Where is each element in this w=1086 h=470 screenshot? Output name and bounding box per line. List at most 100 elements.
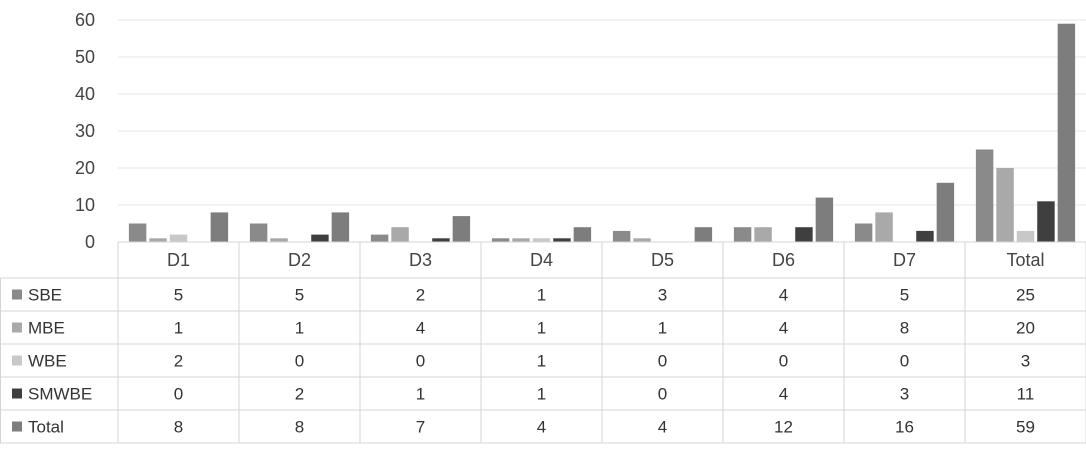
category-label: D6 <box>772 250 795 270</box>
y-tick-label: 0 <box>85 232 95 252</box>
table-cell: 4 <box>416 319 425 338</box>
table-cell: 1 <box>658 319 667 338</box>
bar-sbe-d2 <box>249 223 268 242</box>
bar-smwbe-d7 <box>916 230 934 242</box>
category-label: D4 <box>530 250 553 270</box>
table-cell: 3 <box>658 286 667 305</box>
bar-total-d4 <box>573 227 592 242</box>
bar-smwbe-d6 <box>795 227 813 242</box>
bar-smwbe-d2 <box>311 234 329 242</box>
table-cell: 1 <box>537 286 546 305</box>
bar-mbe-d1 <box>149 238 167 242</box>
legend-key-total <box>12 421 22 432</box>
legend-label: SMWBE <box>28 385 92 404</box>
table-cell: 3 <box>900 385 909 404</box>
bar-mbe-d2 <box>270 238 288 242</box>
table-cell: 0 <box>295 352 304 371</box>
bar-mbe-d7 <box>875 212 893 242</box>
bar-mbe-total <box>996 168 1014 242</box>
y-tick-label: 40 <box>75 84 95 104</box>
bar-total-d1 <box>210 212 229 242</box>
table-cell: 20 <box>1016 319 1035 338</box>
gridlines <box>118 19 1086 206</box>
table-cell: 0 <box>416 352 425 371</box>
table-cell: 1 <box>537 319 546 338</box>
bar-sbe-d7 <box>854 223 873 242</box>
table-cell: 12 <box>774 418 793 437</box>
bar-sbe-d6 <box>733 227 752 242</box>
y-tick-label: 10 <box>75 195 95 215</box>
bar-total-total <box>1057 23 1076 243</box>
category-label: D7 <box>893 250 916 270</box>
y-tick-label: 60 <box>75 10 95 30</box>
legend-label: Total <box>28 418 64 437</box>
bar-smwbe-total <box>1037 201 1055 242</box>
bar-mbe-d6 <box>754 227 772 242</box>
table-cell: 16 <box>895 418 914 437</box>
y-tick-label: 50 <box>75 47 95 67</box>
table-cell: 1 <box>295 319 304 338</box>
table-cell: 0 <box>900 352 909 371</box>
table-cell: 2 <box>295 385 304 404</box>
bar-total-d5 <box>694 227 713 242</box>
table-cell: 1 <box>174 319 183 338</box>
category-label: D1 <box>167 250 190 270</box>
table-cell: 8 <box>900 319 909 338</box>
bar-mbe-d4 <box>512 238 530 242</box>
table-cell: 59 <box>1016 418 1035 437</box>
table-cell: 4 <box>537 418 546 437</box>
table-cell: 7 <box>416 418 425 437</box>
table-cell: 1 <box>537 385 546 404</box>
table-cell: 25 <box>1016 286 1035 305</box>
legend-key-wbe <box>12 355 22 366</box>
table-cell: 3 <box>1021 352 1030 371</box>
table-cell: 5 <box>900 286 909 305</box>
legend-label: MBE <box>28 319 65 338</box>
table-cell: 1 <box>537 352 546 371</box>
table-cell: 2 <box>174 352 183 371</box>
table-cell: 8 <box>295 418 304 437</box>
bar-wbe-d4 <box>532 238 551 242</box>
bar-wbe-total <box>1016 230 1035 242</box>
bar-total-d2 <box>331 212 350 242</box>
legend-key-sbe <box>12 289 22 300</box>
bar-smwbe-d3 <box>432 238 450 242</box>
table-cell: 0 <box>779 352 788 371</box>
bar-sbe-d5 <box>612 230 631 242</box>
table-cell: 4 <box>779 286 788 305</box>
bars <box>128 23 1076 243</box>
table-cell: 5 <box>295 286 304 305</box>
table-cell: 2 <box>416 286 425 305</box>
bar-total-d6 <box>815 197 834 242</box>
category-label: Total <box>1006 250 1044 270</box>
table-cell: 4 <box>779 319 788 338</box>
bar-sbe-total <box>975 149 994 242</box>
table-cell: 1 <box>416 385 425 404</box>
table-cell: 0 <box>174 385 183 404</box>
bar-mbe-d5 <box>633 238 651 242</box>
bar-total-d3 <box>452 216 471 242</box>
bar-wbe-d1 <box>169 234 188 242</box>
category-label: D3 <box>409 250 432 270</box>
y-axis: 0 10 20 30 40 50 60 <box>75 10 95 252</box>
bar-sbe-d4 <box>491 238 510 242</box>
bar-sbe-d1 <box>128 223 147 242</box>
bar-total-d7 <box>936 182 955 242</box>
bar-sbe-d3 <box>370 234 389 242</box>
y-tick-label: 20 <box>75 158 95 178</box>
table-cell: 11 <box>1017 385 1035 404</box>
bar-mbe-d3 <box>391 227 409 242</box>
table-cell: 8 <box>174 418 183 437</box>
table-cell: 4 <box>779 385 788 404</box>
legend-label: SBE <box>28 286 62 305</box>
table-cell: 5 <box>174 286 183 305</box>
table-cell: 0 <box>658 352 667 371</box>
table-cell: 4 <box>658 418 667 437</box>
category-label: D5 <box>651 250 674 270</box>
table-cell: 0 <box>658 385 667 404</box>
legend-key-mbe <box>12 322 22 333</box>
legend-key-smwbe <box>12 388 22 399</box>
